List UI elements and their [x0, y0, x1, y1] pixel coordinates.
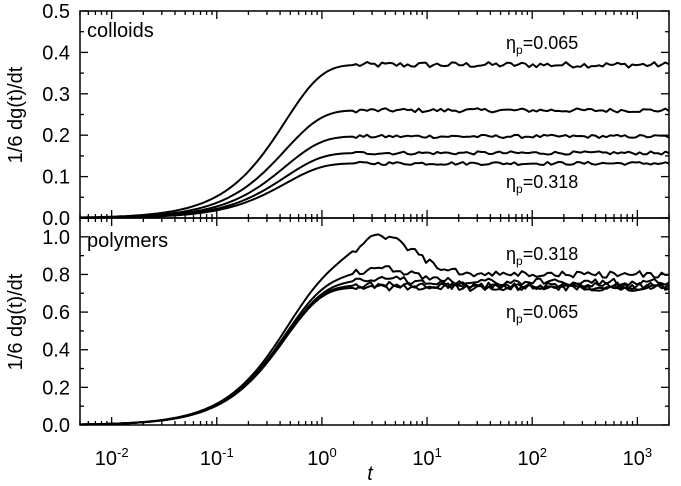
tick-labels: 10-2 10-1 100 101 102 103 0.0 0.1 0.2 0.3 0.4 0.5 0.… [42, 1, 652, 470]
x-tick-label: 10-2 [95, 445, 129, 470]
series-lines [79, 61, 670, 426]
bottom-annotation-low-eta: ηp=0.065 [506, 302, 578, 326]
polymers-series-line [79, 275, 670, 426]
polymers-series-line [80, 283, 670, 426]
colloids-series-line [80, 160, 670, 219]
x-tick-label: 10-1 [200, 445, 234, 470]
top-annotation-high-eta: ηp=0.318 [506, 172, 578, 196]
top-annotation-low-eta: ηp=0.065 [506, 33, 578, 57]
y-tick-label: 0.0 [42, 208, 70, 230]
y-tick-label: 0.2 [42, 377, 70, 399]
colloids-series-line [80, 133, 670, 219]
y-tick-label: 0.0 [42, 415, 70, 437]
polymers-series-line [79, 265, 670, 426]
ticks [79, 10, 670, 426]
x-tick-label: 100 [307, 445, 336, 470]
colloids-series-line [80, 61, 670, 219]
y-tick-label: 0.1 [42, 167, 70, 189]
polymers-series-line [79, 233, 670, 426]
x-tick-label: 103 [623, 445, 652, 470]
x-tick-label: 102 [517, 445, 546, 470]
top-panel-label: colloids [87, 20, 154, 42]
polymers-series-line [79, 280, 670, 426]
bottom-panel-label: polymers [87, 230, 168, 252]
bottom-panel-frame [79, 217, 670, 426]
bottom-y-axis-title: 1/6 dg(t)/dt [5, 273, 27, 370]
y-tick-label: 0.6 [42, 302, 70, 324]
x-axis-title: t [367, 463, 374, 485]
y-tick-label: 0.8 [42, 264, 70, 286]
colloids-series-line [79, 150, 670, 219]
top-panel-frame [79, 10, 670, 219]
colloids-series-line [80, 107, 670, 219]
x-tick-label: 101 [412, 445, 441, 470]
y-tick-label: 0.4 [42, 42, 70, 64]
bottom-annotation-high-eta: ηp=0.318 [506, 244, 578, 268]
y-tick-label: 0.3 [42, 84, 70, 106]
y-tick-label: 0.5 [42, 1, 70, 23]
y-tick-label: 0.2 [42, 125, 70, 147]
top-y-axis-title: 1/6 dg(t)/dt [5, 66, 27, 163]
y-tick-label: 1.0 [42, 227, 70, 249]
y-tick-label: 0.4 [42, 340, 70, 362]
